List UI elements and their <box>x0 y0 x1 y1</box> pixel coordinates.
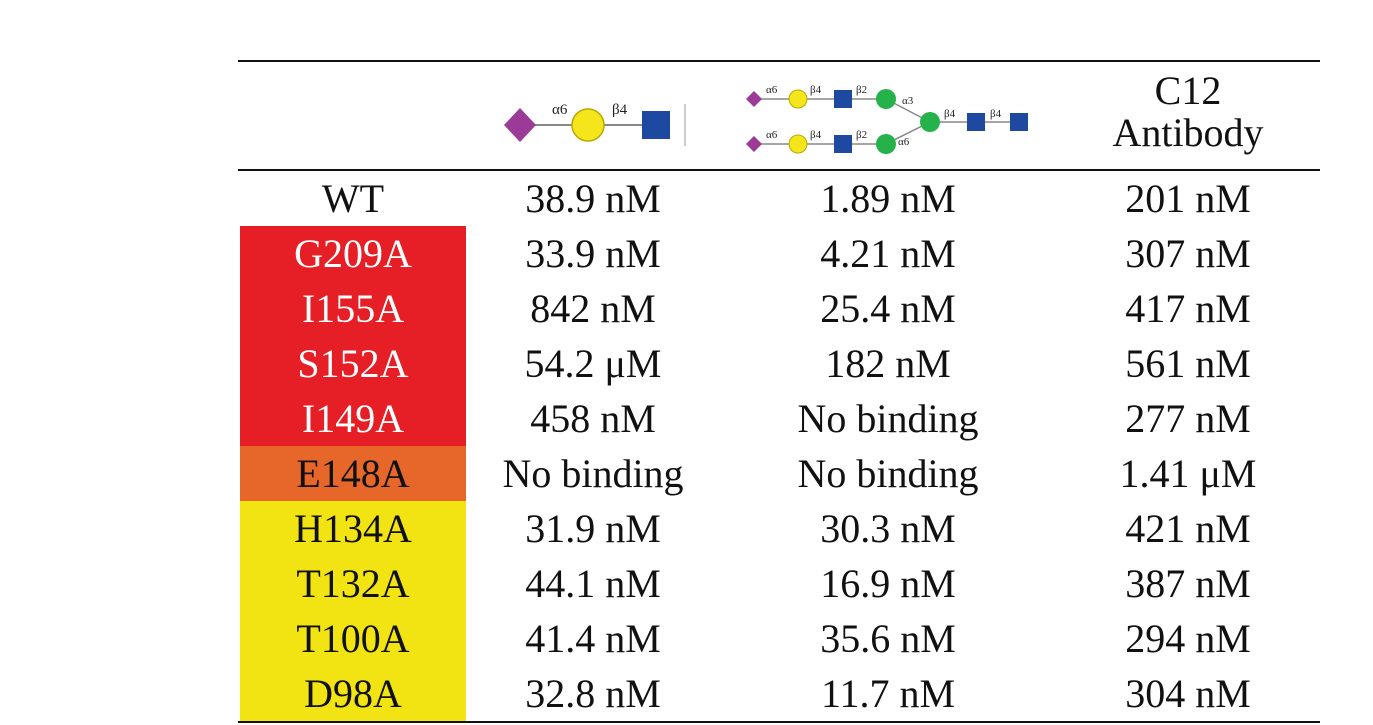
mutant-cell: G209A <box>240 226 466 281</box>
glycan-1-kd-cell: 54.2 μM <box>524 341 662 386</box>
glycan-1-kd-cell: 32.8 nM <box>525 671 661 716</box>
mutant-cell: I149A <box>240 391 466 446</box>
glycan-2-kd-cell: 4.21 nM <box>820 231 956 276</box>
galactose-circle <box>788 134 808 154</box>
table-row: WT 38.9 nM 1.89 nM 201 nM <box>238 171 1320 226</box>
antibody-header-line2: Antibody <box>1112 110 1264 155</box>
glcnac-square <box>642 111 670 139</box>
mutant-cell: D98A <box>240 666 466 721</box>
biantennary-n-glycan-icon: α6 β4 β2 α3 α6 β4 β2 α6 β4 β4 <box>746 84 1028 154</box>
table-row: G209A 33.9 nM 4.21 nM 307 nM <box>238 226 1320 281</box>
linkage-label: β4 <box>810 129 822 141</box>
table-row: S152A 54.2 μM 182 nM 561 nM <box>238 336 1320 391</box>
antibody-kd-cell: 294 nM <box>1125 616 1251 661</box>
antibody-kd-cell: 417 nM <box>1125 286 1251 331</box>
table-row: I149A 458 nM No binding 277 nM <box>238 391 1320 446</box>
antibody-kd-cell: 421 nM <box>1125 506 1251 551</box>
glycan-2-kd-cell: 25.4 nM <box>820 286 956 331</box>
linkage-label: α6 <box>766 84 778 96</box>
table-header-row: α6 β4 α6 <box>238 62 1320 169</box>
table-row: T100A 41.4 nM 35.6 nM 294 nM <box>238 611 1320 666</box>
mutant-cell: I155A <box>240 281 466 336</box>
antibody-kd-cell: 561 nM <box>1125 341 1251 386</box>
glycan-2-kd-cell: 35.6 nM <box>820 616 956 661</box>
glycan-2-kd-cell: 30.3 nM <box>820 506 956 551</box>
table-row: E148A No binding No binding 1.41 μM <box>238 446 1320 501</box>
glycan-2-header: α6 β4 β2 α3 α6 β4 β2 α6 β4 β4 <box>738 62 1038 169</box>
glycan-2-kd-cell: No binding <box>797 396 979 441</box>
antibody-kd-cell: 307 nM <box>1125 231 1251 276</box>
mutant-cell: T100A <box>240 611 466 666</box>
glycan-1-header: α6 β4 <box>498 62 688 169</box>
galactose-circle <box>571 108 605 142</box>
glycan-2-kd-cell: 16.9 nM <box>820 561 956 606</box>
binding-table: α6 β4 α6 <box>238 60 1320 723</box>
linkage-label: β4 <box>810 84 822 96</box>
mannose-circle <box>876 134 896 154</box>
antibody-header-line1: C12 <box>1154 68 1222 113</box>
table-row: I155A 842 nM 25.4 nM 417 nM <box>238 281 1320 336</box>
linkage-label: β2 <box>856 84 867 96</box>
mannose-circle <box>876 89 896 109</box>
glcnac-square <box>834 90 852 108</box>
antibody-kd-cell: 304 nM <box>1125 671 1251 716</box>
glcnac-square <box>1010 113 1028 131</box>
antibody-kd-cell: 201 nM <box>1125 176 1251 221</box>
linkage-label: β4 <box>612 102 628 118</box>
antibody-kd-cell: 1.41 μM <box>1119 451 1257 496</box>
glycan-1-kd-cell: 44.1 nM <box>525 561 661 606</box>
mutant-cell: T132A <box>240 556 466 611</box>
glycan-2-kd-cell: 182 nM <box>825 341 951 386</box>
linkage-label: β4 <box>990 108 1002 120</box>
galactose-circle <box>788 89 808 109</box>
mutant-cell: WT <box>321 176 385 221</box>
header-rule <box>238 169 1320 171</box>
antibody-kd-cell: 387 nM <box>1125 561 1251 606</box>
linkage-label: β4 <box>944 108 956 120</box>
glcnac-square <box>967 113 985 131</box>
glycan-1-kd-cell: 458 nM <box>530 396 656 441</box>
glycan-1-kd-cell: No binding <box>502 451 684 496</box>
glycan-2-kd-cell: 11.7 nM <box>820 671 956 716</box>
glycan-1-kd-cell: 38.9 nM <box>525 176 661 221</box>
neuac-diamond <box>746 91 762 107</box>
glcnac-square <box>834 135 852 153</box>
table-row: H134A 31.9 nM 30.3 nM 421 nM <box>238 501 1320 556</box>
mutant-cell: H134A <box>240 501 466 556</box>
glycan-1-kd-cell: 31.9 nM <box>525 506 661 551</box>
sialyl-lacnac-glycan-icon: α6 β4 <box>504 102 686 146</box>
neuac-diamond <box>504 108 536 142</box>
glycan-2-kd-cell: No binding <box>797 451 979 496</box>
table-body: WT 38.9 nM 1.89 nM 201 nM G209A 33.9 nM 4.21 n… <box>238 171 1320 721</box>
glycan-2-kd-cell: 1.89 nM <box>820 176 956 221</box>
mannose-circle <box>920 112 940 132</box>
linkage-label: α6 <box>552 102 568 118</box>
neuac-diamond <box>746 136 762 152</box>
linkage-label: β2 <box>856 129 867 141</box>
glycan-1-kd-cell: 41.4 nM <box>525 616 661 661</box>
glycan-1-kd-cell: 842 nM <box>530 286 656 331</box>
mutant-cell: E148A <box>240 446 466 501</box>
linkage-label: α6 <box>766 129 778 141</box>
antibody-kd-cell: 277 nM <box>1125 396 1251 441</box>
glycan-1-kd-cell: 33.9 nM <box>525 231 661 276</box>
mutant-cell: S152A <box>240 336 466 391</box>
linkage-label: α6 <box>898 136 910 148</box>
antibody-header: C12 Antibody <box>1088 62 1288 169</box>
linkage-label: α3 <box>902 95 914 107</box>
table-bottom-rule <box>238 721 1320 723</box>
table-row: T132A 44.1 nM 16.9 nM 387 nM <box>238 556 1320 611</box>
table-top-rule <box>238 60 1320 62</box>
table-row: D98A 32.8 nM 11.7 nM 304 nM <box>238 666 1320 721</box>
